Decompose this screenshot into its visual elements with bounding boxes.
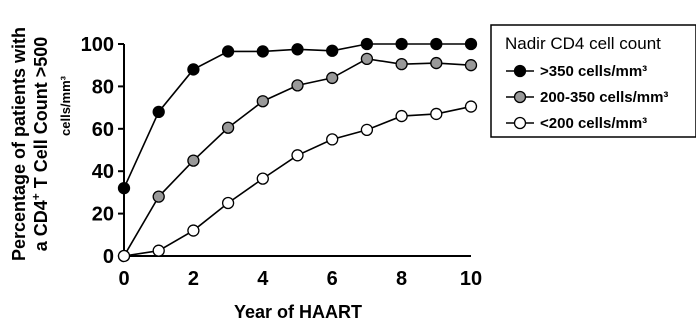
y-axis-title-line2-prefix: a CD4 xyxy=(31,200,51,251)
data-point xyxy=(395,109,408,123)
data-point xyxy=(291,79,304,92)
x-ticks: 0 2 4 6 8 10 xyxy=(118,268,482,290)
data-point xyxy=(326,71,339,85)
data-point xyxy=(360,37,374,51)
data-point xyxy=(187,224,200,237)
x-tick-label: 0 xyxy=(118,268,129,290)
x-tick-label: 4 xyxy=(257,268,269,290)
data-point xyxy=(117,249,131,263)
data-point xyxy=(360,52,374,65)
series-1 xyxy=(117,37,478,195)
data-point xyxy=(291,149,304,162)
svg-text:Percentage of patients with: Percentage of patients with xyxy=(9,27,29,261)
data-point xyxy=(117,182,131,195)
data-point xyxy=(464,59,478,72)
y-ticks: 0 20 40 60 80 100 xyxy=(81,34,124,268)
legend-marker xyxy=(513,90,527,104)
legend-label: >350 cells/mm³ xyxy=(540,63,647,80)
data-point xyxy=(187,63,200,76)
y-axis-title: Percentage of patients with a CD4+ T Cel… xyxy=(9,27,73,261)
data-point xyxy=(430,37,443,51)
series-3 xyxy=(117,100,478,263)
y-tick-label: 100 xyxy=(81,34,114,56)
data-point xyxy=(221,45,235,58)
legend-label: <200 cells/mm³ xyxy=(540,115,647,132)
data-point xyxy=(360,123,374,137)
legend-label: 200-350 cells/mm³ xyxy=(540,89,668,106)
legend-marker xyxy=(513,64,527,78)
data-point xyxy=(152,190,165,203)
data-point xyxy=(152,244,165,257)
data-point xyxy=(395,57,408,71)
y-tick-label: 20 xyxy=(92,204,114,226)
data-point xyxy=(221,121,235,134)
series-line xyxy=(123,105,472,257)
data-point xyxy=(464,100,478,113)
y-axis-title-line1: Percentage of patients with xyxy=(9,27,29,261)
data-point xyxy=(430,107,443,121)
legend-items: >350 cells/mm³ 200-350 cells/mm³ <200 cell… xyxy=(506,63,668,132)
data-point xyxy=(430,56,443,70)
data-point xyxy=(326,133,339,146)
x-tick-label: 10 xyxy=(460,268,482,290)
svg-text:cells/mm³: cells/mm³ xyxy=(58,75,73,136)
y-tick-label: 80 xyxy=(92,76,114,98)
data-point xyxy=(256,95,269,108)
legend-item: 200-350 cells/mm³ xyxy=(506,89,668,106)
legend-title: Nadir CD4 cell count xyxy=(505,34,661,53)
data-point xyxy=(221,196,235,210)
x-tick-label: 6 xyxy=(327,268,338,290)
data-point xyxy=(291,43,304,56)
data-point xyxy=(256,45,269,58)
y-tick-label: 40 xyxy=(92,161,114,183)
legend-marker xyxy=(513,116,527,130)
y-axis-title-line3: cells/mm³ xyxy=(58,75,73,136)
plot-series xyxy=(117,37,478,263)
legend-item: >350 cells/mm³ xyxy=(506,63,647,80)
legend-item: <200 cells/mm³ xyxy=(506,115,647,132)
series-line xyxy=(123,43,471,189)
data-point xyxy=(256,172,269,185)
data-point xyxy=(326,44,339,57)
data-point xyxy=(152,105,165,118)
y-axis-title-line2-suffix: T Cell Count >500 xyxy=(31,37,51,194)
x-tick-label: 2 xyxy=(188,268,199,290)
data-point xyxy=(464,37,478,51)
x-tick-label: 8 xyxy=(396,268,407,290)
data-point xyxy=(395,37,408,51)
y-tick-label: 0 xyxy=(103,246,114,268)
data-point xyxy=(187,154,200,167)
y-axis-title-line2-sup: + xyxy=(29,193,43,200)
legend-box xyxy=(490,24,696,138)
svg-text:a CD4+ T Cell Count >500: a CD4+ T Cell Count >500 xyxy=(29,37,51,252)
legend: Nadir CD4 cell count >350 cells/mm³ 200-3… xyxy=(490,24,696,138)
x-axis-title: Year of HAART xyxy=(234,302,362,322)
y-tick-label: 60 xyxy=(92,119,114,141)
